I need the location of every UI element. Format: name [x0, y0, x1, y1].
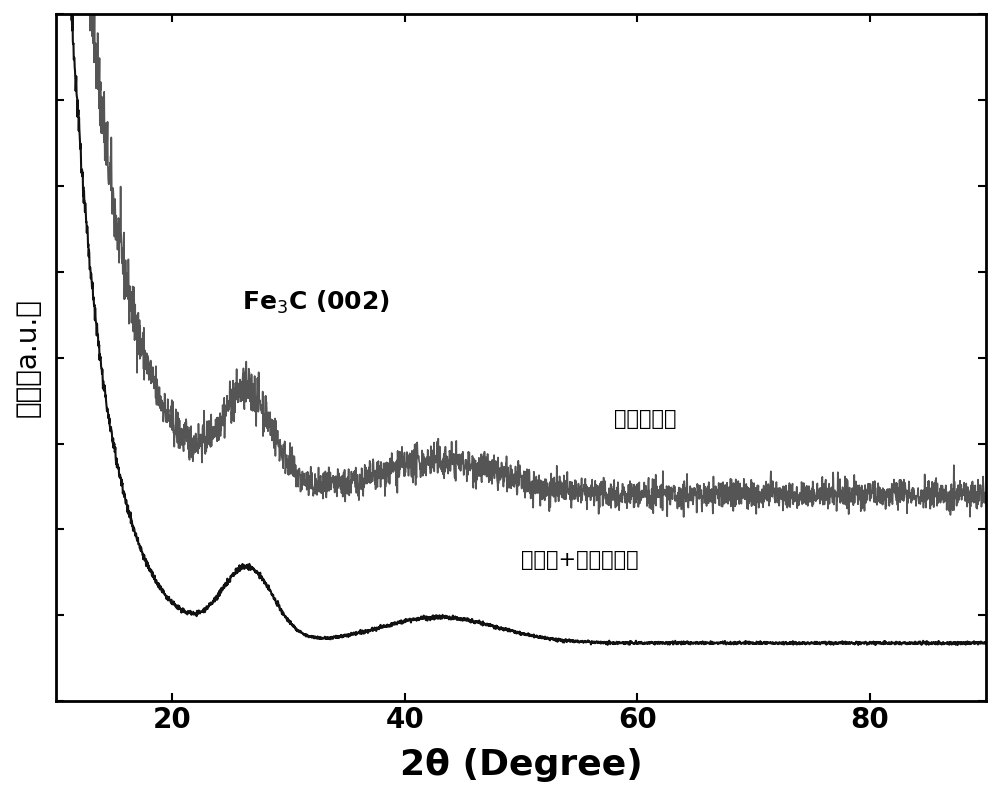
- Text: 稀盐酸处理: 稀盐酸处理: [614, 409, 676, 430]
- Text: 稀盐酸+稀硫酸处理: 稀盐酸+稀硫酸处理: [521, 550, 639, 571]
- X-axis label: 2θ (Degree): 2θ (Degree): [400, 748, 642, 782]
- Text: Fe$_3$C (002): Fe$_3$C (002): [242, 289, 390, 316]
- Y-axis label: 强度（a.u.）: 强度（a.u.）: [14, 298, 42, 417]
